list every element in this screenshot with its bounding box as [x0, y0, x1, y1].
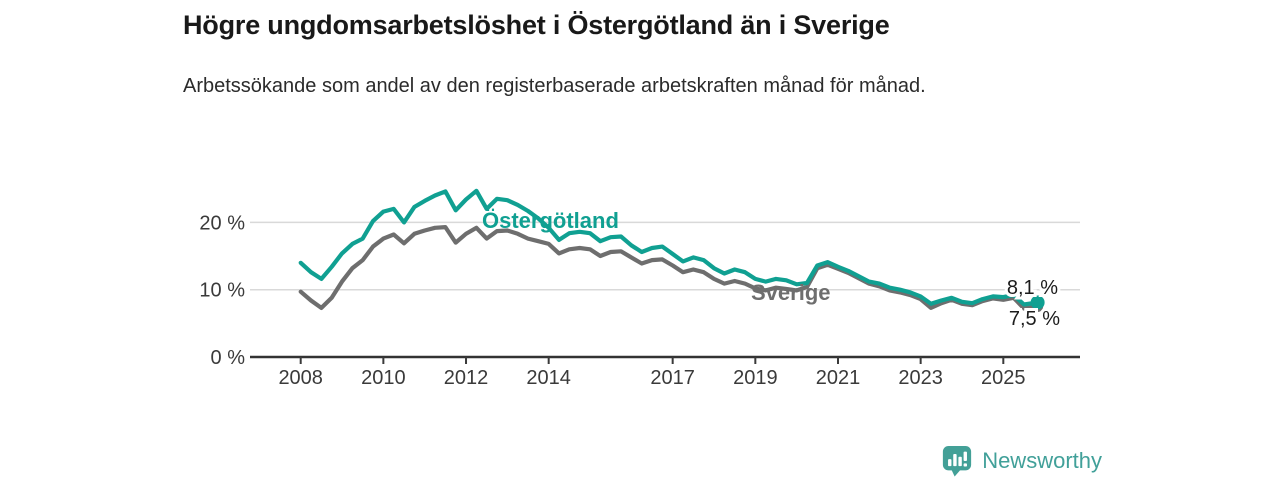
x-tick-label: 2010	[361, 367, 406, 389]
series-label-ostergotland: Östergötland	[482, 208, 619, 233]
x-tick-label: 2023	[898, 367, 943, 389]
brand-footer: Newsworthy	[941, 444, 1102, 478]
x-tick-label: 2012	[444, 367, 489, 389]
end-value-label-sverige: 7,5 %	[1009, 308, 1060, 330]
y-tick-label: 0 %	[211, 347, 246, 369]
y-tick-label: 10 %	[199, 280, 245, 302]
x-tick-label: 2019	[733, 367, 778, 389]
x-tick-label: 2025	[981, 367, 1026, 389]
chart-subtitle: Arbetssökande som andel av den registerb…	[183, 75, 926, 97]
x-tick-label: 2021	[816, 367, 861, 389]
series-line-ostergotland	[298, 188, 1040, 307]
x-tick-label: 2017	[650, 367, 695, 389]
series-line-sverige	[298, 224, 1040, 311]
y-tick-label: 20 %	[199, 212, 245, 234]
x-tick-label: 2008	[278, 367, 323, 389]
newsworthy-logo-icon	[943, 445, 972, 477]
chart-title: Högre ungdomsarbetslöshet i Östergötland…	[183, 10, 890, 40]
end-value-label-ostergotland: 8,1 %	[1007, 277, 1058, 299]
series-end-dot-ostergotland	[1030, 295, 1045, 310]
line-chart: 0 % 10 % 20 % 2008 2010 2012 2014 2017 2019 2021 2…	[199, 188, 1080, 389]
plot-area: 0 % 10 % 20 % 2008 2010 2012 2014 2017 2019 2021 2…	[170, 165, 1100, 400]
brand-name: Newsworthy	[982, 448, 1102, 473]
x-tick-label: 2014	[526, 367, 571, 389]
series-label-sverige: Sverige	[751, 280, 831, 305]
